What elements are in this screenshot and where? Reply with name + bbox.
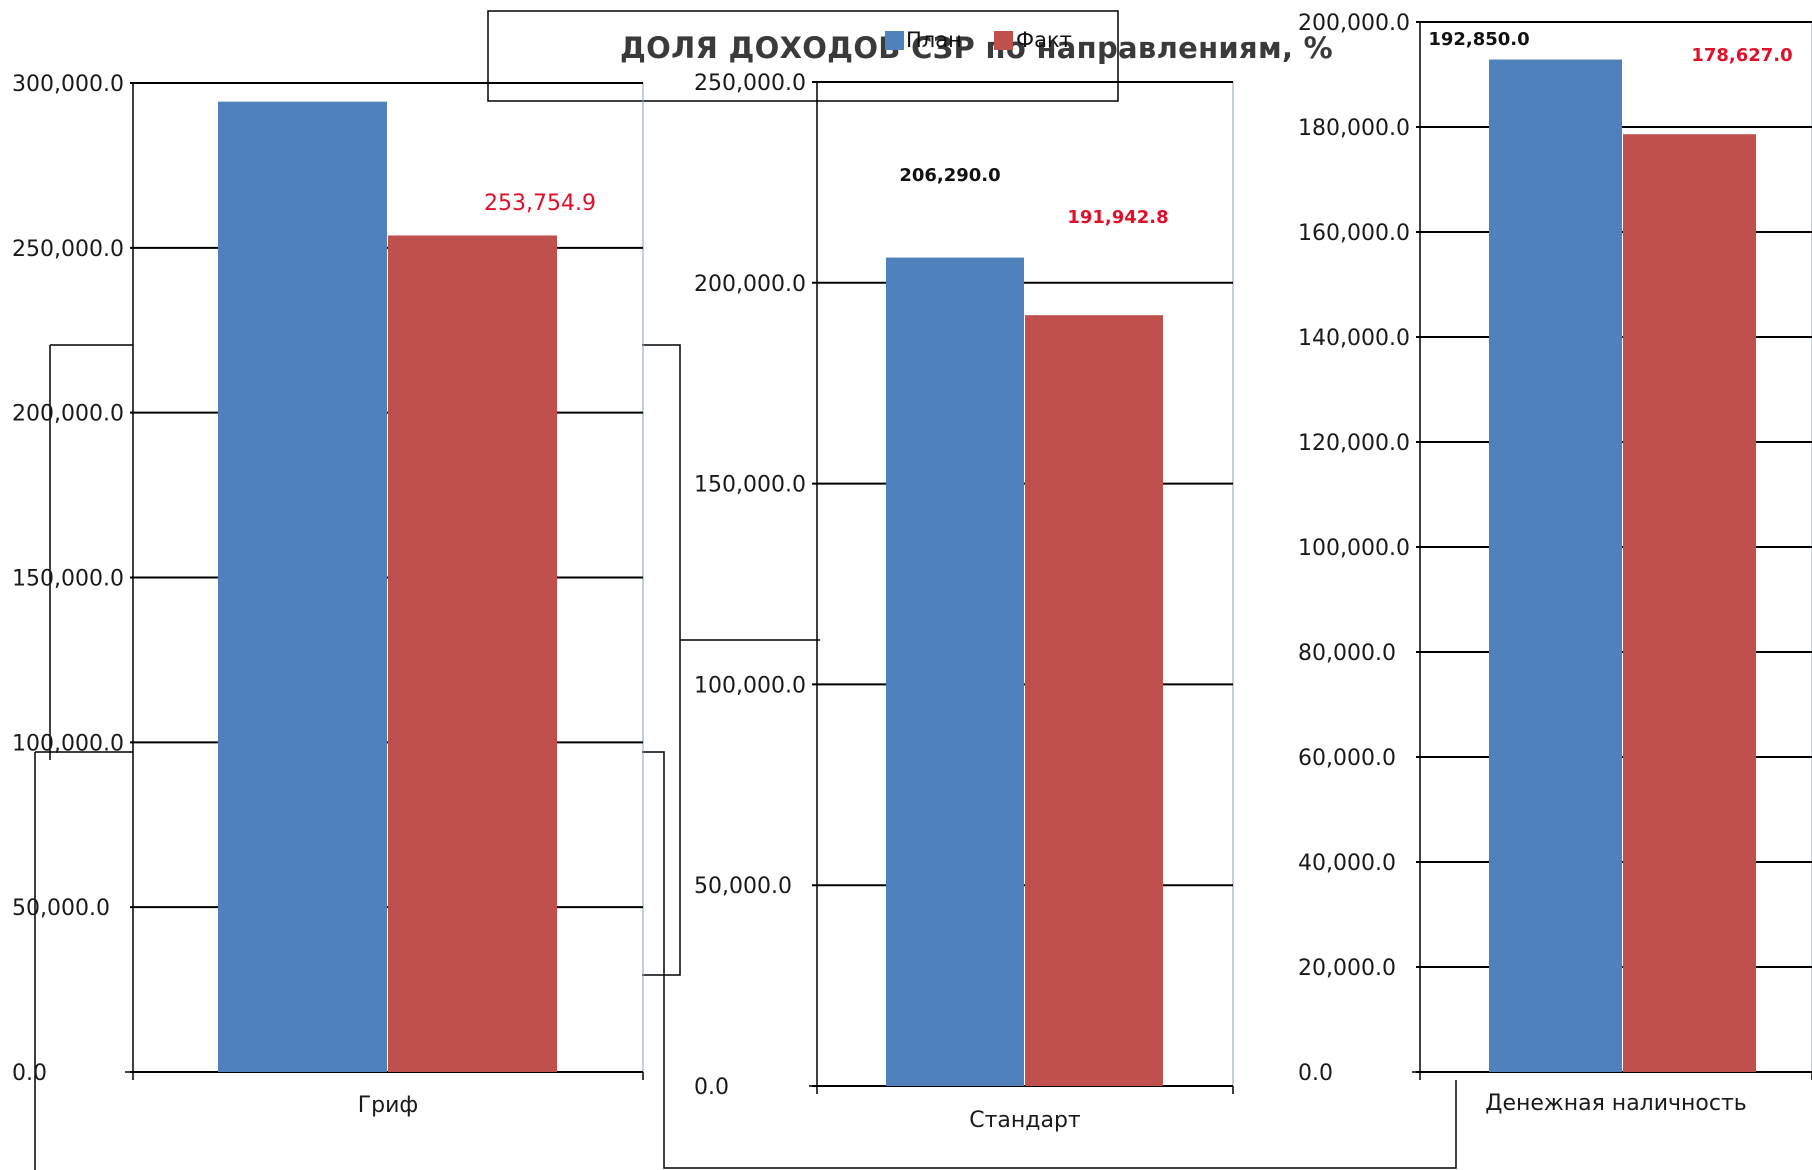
y-tick-label: 60,000.0 bbox=[1298, 746, 1396, 771]
y-tick-label: 200,000.0 bbox=[694, 272, 806, 297]
y-tick-label: 0.0 bbox=[1298, 1061, 1333, 1086]
y-tick-label: 100,000.0 bbox=[694, 673, 806, 698]
y-tick-label: 160,000.0 bbox=[1298, 221, 1410, 246]
chart-panel-grif: 0.0 50,000.0 100,000.0 150,000.0 200,000.0 25… bbox=[12, 0, 644, 1118]
y-tick-label: 250,000.0 bbox=[694, 71, 806, 96]
y-tick-label: 0.0 bbox=[12, 1061, 47, 1086]
data-label-fact: 191,942.8 bbox=[1067, 207, 1168, 228]
data-label-fact: 178,627.0 bbox=[1691, 45, 1792, 66]
data-label-plan: 192,850.0 bbox=[1428, 29, 1529, 50]
y-tick-label: 50,000.0 bbox=[12, 896, 110, 921]
y-tick-label: 20,000.0 bbox=[1298, 956, 1396, 981]
legend-label-fact: Факт bbox=[1016, 28, 1072, 52]
x-category-label: Денежная наличность bbox=[1485, 1091, 1747, 1116]
bar-fact bbox=[1025, 315, 1163, 1086]
y-tick-label: 100,000.0 bbox=[12, 731, 124, 756]
x-category-label: Стандарт bbox=[969, 1108, 1081, 1133]
y-tick-label: 0.0 bbox=[694, 1075, 729, 1100]
legend-swatch-fact bbox=[994, 31, 1013, 50]
y-tick-label: 140,000.0 bbox=[1298, 326, 1410, 351]
frame-line-middle bbox=[642, 344, 1457, 1169]
y-tick-label: 200,000.0 bbox=[12, 402, 124, 427]
bar-plan bbox=[886, 257, 1024, 1086]
y-tick-label: 80,000.0 bbox=[1298, 641, 1396, 666]
background-layer: ДОЛЯ ДОХОДОВ СЗР по направлениям, % bbox=[34, 10, 1457, 1170]
bar-fact bbox=[388, 235, 557, 1072]
legend-label-plan: План bbox=[906, 28, 962, 52]
chart-panel-cash: 0.0 20,000.0 40,000.0 60,000.0 80,000.0 100,0… bbox=[1298, 11, 1812, 1116]
y-tick-label: 200,000.0 bbox=[1298, 11, 1410, 36]
y-tick-label: 250,000.0 bbox=[12, 237, 124, 262]
frame-line-left-lower bbox=[34, 751, 133, 1170]
y-tick-label: 180,000.0 bbox=[1298, 116, 1410, 141]
y-tick-label: 120,000.0 bbox=[1298, 431, 1410, 456]
y-tick-label: 150,000.0 bbox=[12, 567, 124, 592]
legend: План Факт bbox=[885, 28, 1072, 52]
clip-mask bbox=[180, 0, 430, 63]
title-frame bbox=[487, 10, 1119, 102]
chart-panel-standart: 0.0 50,000.0 100,000.0 150,000.0 200,000.0 25… bbox=[694, 71, 1234, 1133]
bar-plan bbox=[1489, 59, 1622, 1073]
y-tick-label: 50,000.0 bbox=[694, 874, 792, 899]
x-category-label: Гриф bbox=[358, 1093, 419, 1118]
y-tick-label: 300,000.0 bbox=[12, 72, 124, 97]
y-tick-label: 150,000.0 bbox=[694, 473, 806, 498]
bar-plan bbox=[218, 101, 387, 1073]
data-label-plan: 206,290.0 bbox=[899, 165, 1000, 186]
legend-swatch-plan bbox=[885, 31, 904, 50]
chart-title: ДОЛЯ ДОХОДОВ СЗР по направлениям, % bbox=[620, 31, 1333, 65]
data-label-fact: 253,754.9 bbox=[484, 191, 596, 216]
y-tick-label: 100,000.0 bbox=[1298, 536, 1410, 561]
y-tick-label: 40,000.0 bbox=[1298, 851, 1396, 876]
bar-fact bbox=[1623, 134, 1756, 1072]
frame-line-left-upper bbox=[49, 344, 133, 760]
